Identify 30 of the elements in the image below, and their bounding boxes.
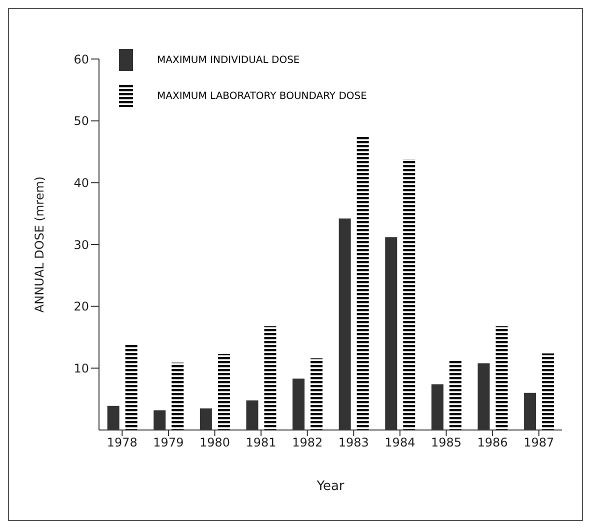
x-tick-label: 1984 [384,436,416,450]
y-tick-label: 60 [74,52,89,66]
bar [125,344,138,430]
bar [310,358,323,430]
bar [356,136,369,430]
x-tick-label: 1985 [430,436,462,450]
x-tick-label: 1980 [199,436,230,450]
x-axis-title: Year [316,479,345,494]
y-axis-title: ANNUAL DOSE (mrem) [32,176,46,313]
bar [403,159,416,430]
x-tick-label: 1986 [477,436,508,450]
y-tick-label: 30 [74,238,89,252]
x-tick-label: 1979 [153,436,184,450]
legend-label: MAXIMUM INDIVIDUAL DOSE [157,54,300,66]
x-tick-label: 1978 [106,436,138,450]
bar [449,360,462,430]
bar [264,326,276,430]
y-tick-label: 50 [74,114,89,128]
x-tick-label: 1983 [338,436,369,450]
x-tick-label: 1982 [292,436,323,450]
y-tick-label: 20 [74,300,89,314]
legend-label: MAXIMUM LABORATORY BOUNDARY DOSE [157,90,367,102]
bar [172,362,184,430]
y-tick-label: 40 [74,176,89,190]
x-tick-label: 1987 [524,436,554,450]
x-tick-label: 1981 [246,436,276,450]
y-tick-label: 10 [74,361,89,376]
bar [218,354,230,430]
bar [496,326,508,430]
bar [542,353,554,430]
